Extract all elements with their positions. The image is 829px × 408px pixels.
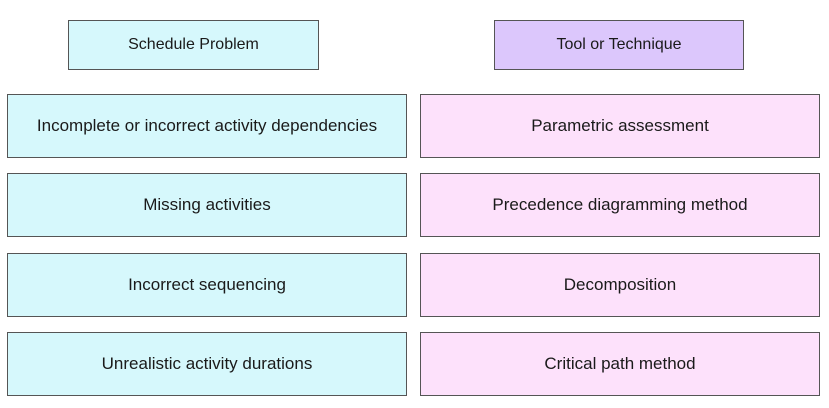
technique-card[interactable]: Critical path method [420,332,820,396]
problem-card[interactable]: Unrealistic activity durations [7,332,407,396]
tool-or-technique-header: Tool or Technique [494,20,744,70]
technique-card[interactable]: Decomposition [420,253,820,317]
technique-card[interactable]: Parametric assessment [420,94,820,158]
problem-card[interactable]: Missing activities [7,173,407,237]
technique-card[interactable]: Precedence diagramming method [420,173,820,237]
problem-card[interactable]: Incomplete or incorrect activity depende… [7,94,407,158]
schedule-problem-header: Schedule Problem [68,20,319,70]
problem-card[interactable]: Incorrect sequencing [7,253,407,317]
